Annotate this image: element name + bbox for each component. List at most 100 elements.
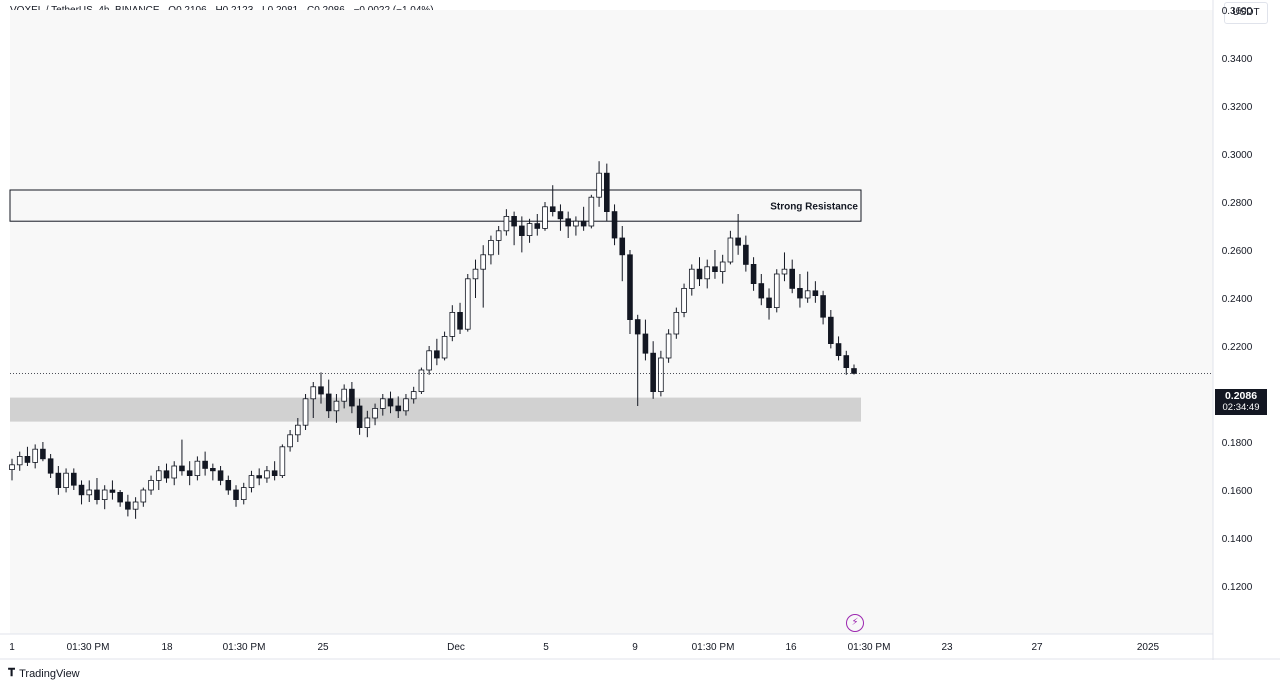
- candle[interactable]: [789, 259, 795, 294]
- candle[interactable]: [117, 490, 123, 507]
- candle[interactable]: [240, 482, 247, 505]
- candle[interactable]: [457, 302, 463, 334]
- candle[interactable]: [480, 245, 487, 308]
- candle[interactable]: [86, 480, 93, 502]
- candle[interactable]: [163, 463, 170, 483]
- candle[interactable]: [155, 466, 162, 490]
- candle[interactable]: [63, 468, 69, 493]
- candle[interactable]: [210, 463, 216, 481]
- candle[interactable]: [125, 494, 131, 517]
- candle[interactable]: [387, 391, 394, 414]
- candle[interactable]: [256, 468, 262, 486]
- candle[interactable]: [634, 314, 641, 406]
- candle[interactable]: [735, 214, 741, 255]
- candle[interactable]: [750, 257, 757, 291]
- candle[interactable]: [642, 319, 649, 361]
- candle[interactable]: [534, 214, 541, 236]
- candle[interactable]: [812, 281, 819, 303]
- candle[interactable]: [727, 230, 734, 265]
- candle[interactable]: [627, 250, 633, 334]
- candle[interactable]: [495, 226, 502, 255]
- candle[interactable]: [16, 451, 23, 471]
- candle[interactable]: [542, 202, 548, 231]
- candle[interactable]: [758, 274, 765, 306]
- candle[interactable]: [403, 394, 409, 416]
- candle[interactable]: [673, 307, 680, 339]
- candle[interactable]: [333, 394, 340, 423]
- candle[interactable]: [264, 466, 270, 483]
- candle[interactable]: [101, 485, 108, 510]
- candle[interactable]: [40, 442, 46, 462]
- candle[interactable]: [549, 185, 556, 217]
- candle[interactable]: [179, 439, 185, 476]
- support-zone[interactable]: [10, 397, 861, 422]
- candle[interactable]: [712, 250, 718, 279]
- candle[interactable]: [140, 487, 147, 507]
- candle[interactable]: [573, 216, 579, 236]
- candle[interactable]: [743, 235, 749, 272]
- candle[interactable]: [704, 259, 711, 289]
- candle[interactable]: [302, 394, 309, 430]
- candle[interactable]: [441, 331, 448, 361]
- candle[interactable]: [47, 454, 54, 478]
- candle[interactable]: [217, 466, 224, 486]
- candle[interactable]: [94, 478, 100, 505]
- candle[interactable]: [588, 194, 595, 229]
- candle[interactable]: [310, 382, 317, 418]
- candle[interactable]: [688, 264, 695, 296]
- candle[interactable]: [449, 305, 456, 342]
- candle[interactable]: [148, 475, 154, 495]
- candle[interactable]: [665, 329, 672, 363]
- candle[interactable]: [650, 341, 656, 399]
- candle[interactable]: [426, 346, 432, 375]
- candle[interactable]: [132, 497, 139, 519]
- candle[interactable]: [820, 290, 826, 325]
- candle[interactable]: [186, 461, 193, 486]
- candle[interactable]: [719, 254, 726, 284]
- candle[interactable]: [464, 274, 471, 332]
- candle[interactable]: [519, 216, 525, 253]
- candle[interactable]: [781, 252, 788, 282]
- candle[interactable]: [55, 466, 62, 495]
- candle[interactable]: [171, 461, 178, 486]
- candle[interactable]: [364, 410, 371, 438]
- candle[interactable]: [287, 430, 293, 452]
- resistance-box[interactable]: [9, 189, 862, 222]
- candle[interactable]: [619, 226, 626, 282]
- candle[interactable]: [225, 475, 232, 495]
- candle[interactable]: [797, 274, 803, 308]
- candle[interactable]: [766, 288, 772, 320]
- candle[interactable]: [202, 451, 208, 476]
- candle[interactable]: [194, 456, 201, 481]
- candle[interactable]: [325, 379, 332, 418]
- candle[interactable]: [681, 283, 687, 318]
- candle[interactable]: [248, 470, 255, 493]
- candle[interactable]: [271, 461, 278, 481]
- candle[interactable]: [488, 235, 494, 265]
- candle[interactable]: [611, 204, 618, 246]
- candle[interactable]: [596, 161, 602, 207]
- currency-button[interactable]: USDT: [1224, 2, 1268, 24]
- candle[interactable]: [9, 458, 15, 481]
- candle[interactable]: [434, 338, 440, 366]
- candle[interactable]: [233, 485, 239, 507]
- candle[interactable]: [78, 480, 85, 505]
- candle[interactable]: [804, 271, 811, 303]
- candle[interactable]: [295, 418, 301, 442]
- candle[interactable]: [828, 310, 834, 349]
- candle[interactable]: [32, 444, 38, 469]
- candle[interactable]: [410, 386, 417, 404]
- candle[interactable]: [658, 350, 664, 397]
- candle[interactable]: [318, 372, 324, 404]
- candle[interactable]: [279, 444, 286, 478]
- tradingview-logo[interactable]: 𝐓 TradingView: [8, 667, 80, 680]
- candle[interactable]: [395, 396, 402, 418]
- candle[interactable]: [604, 163, 610, 222]
- candle[interactable]: [696, 257, 703, 286]
- candle[interactable]: [379, 394, 386, 416]
- candle[interactable]: [835, 336, 842, 361]
- candle[interactable]: [349, 382, 355, 414]
- candle[interactable]: [341, 384, 347, 409]
- candle[interactable]: [565, 211, 571, 238]
